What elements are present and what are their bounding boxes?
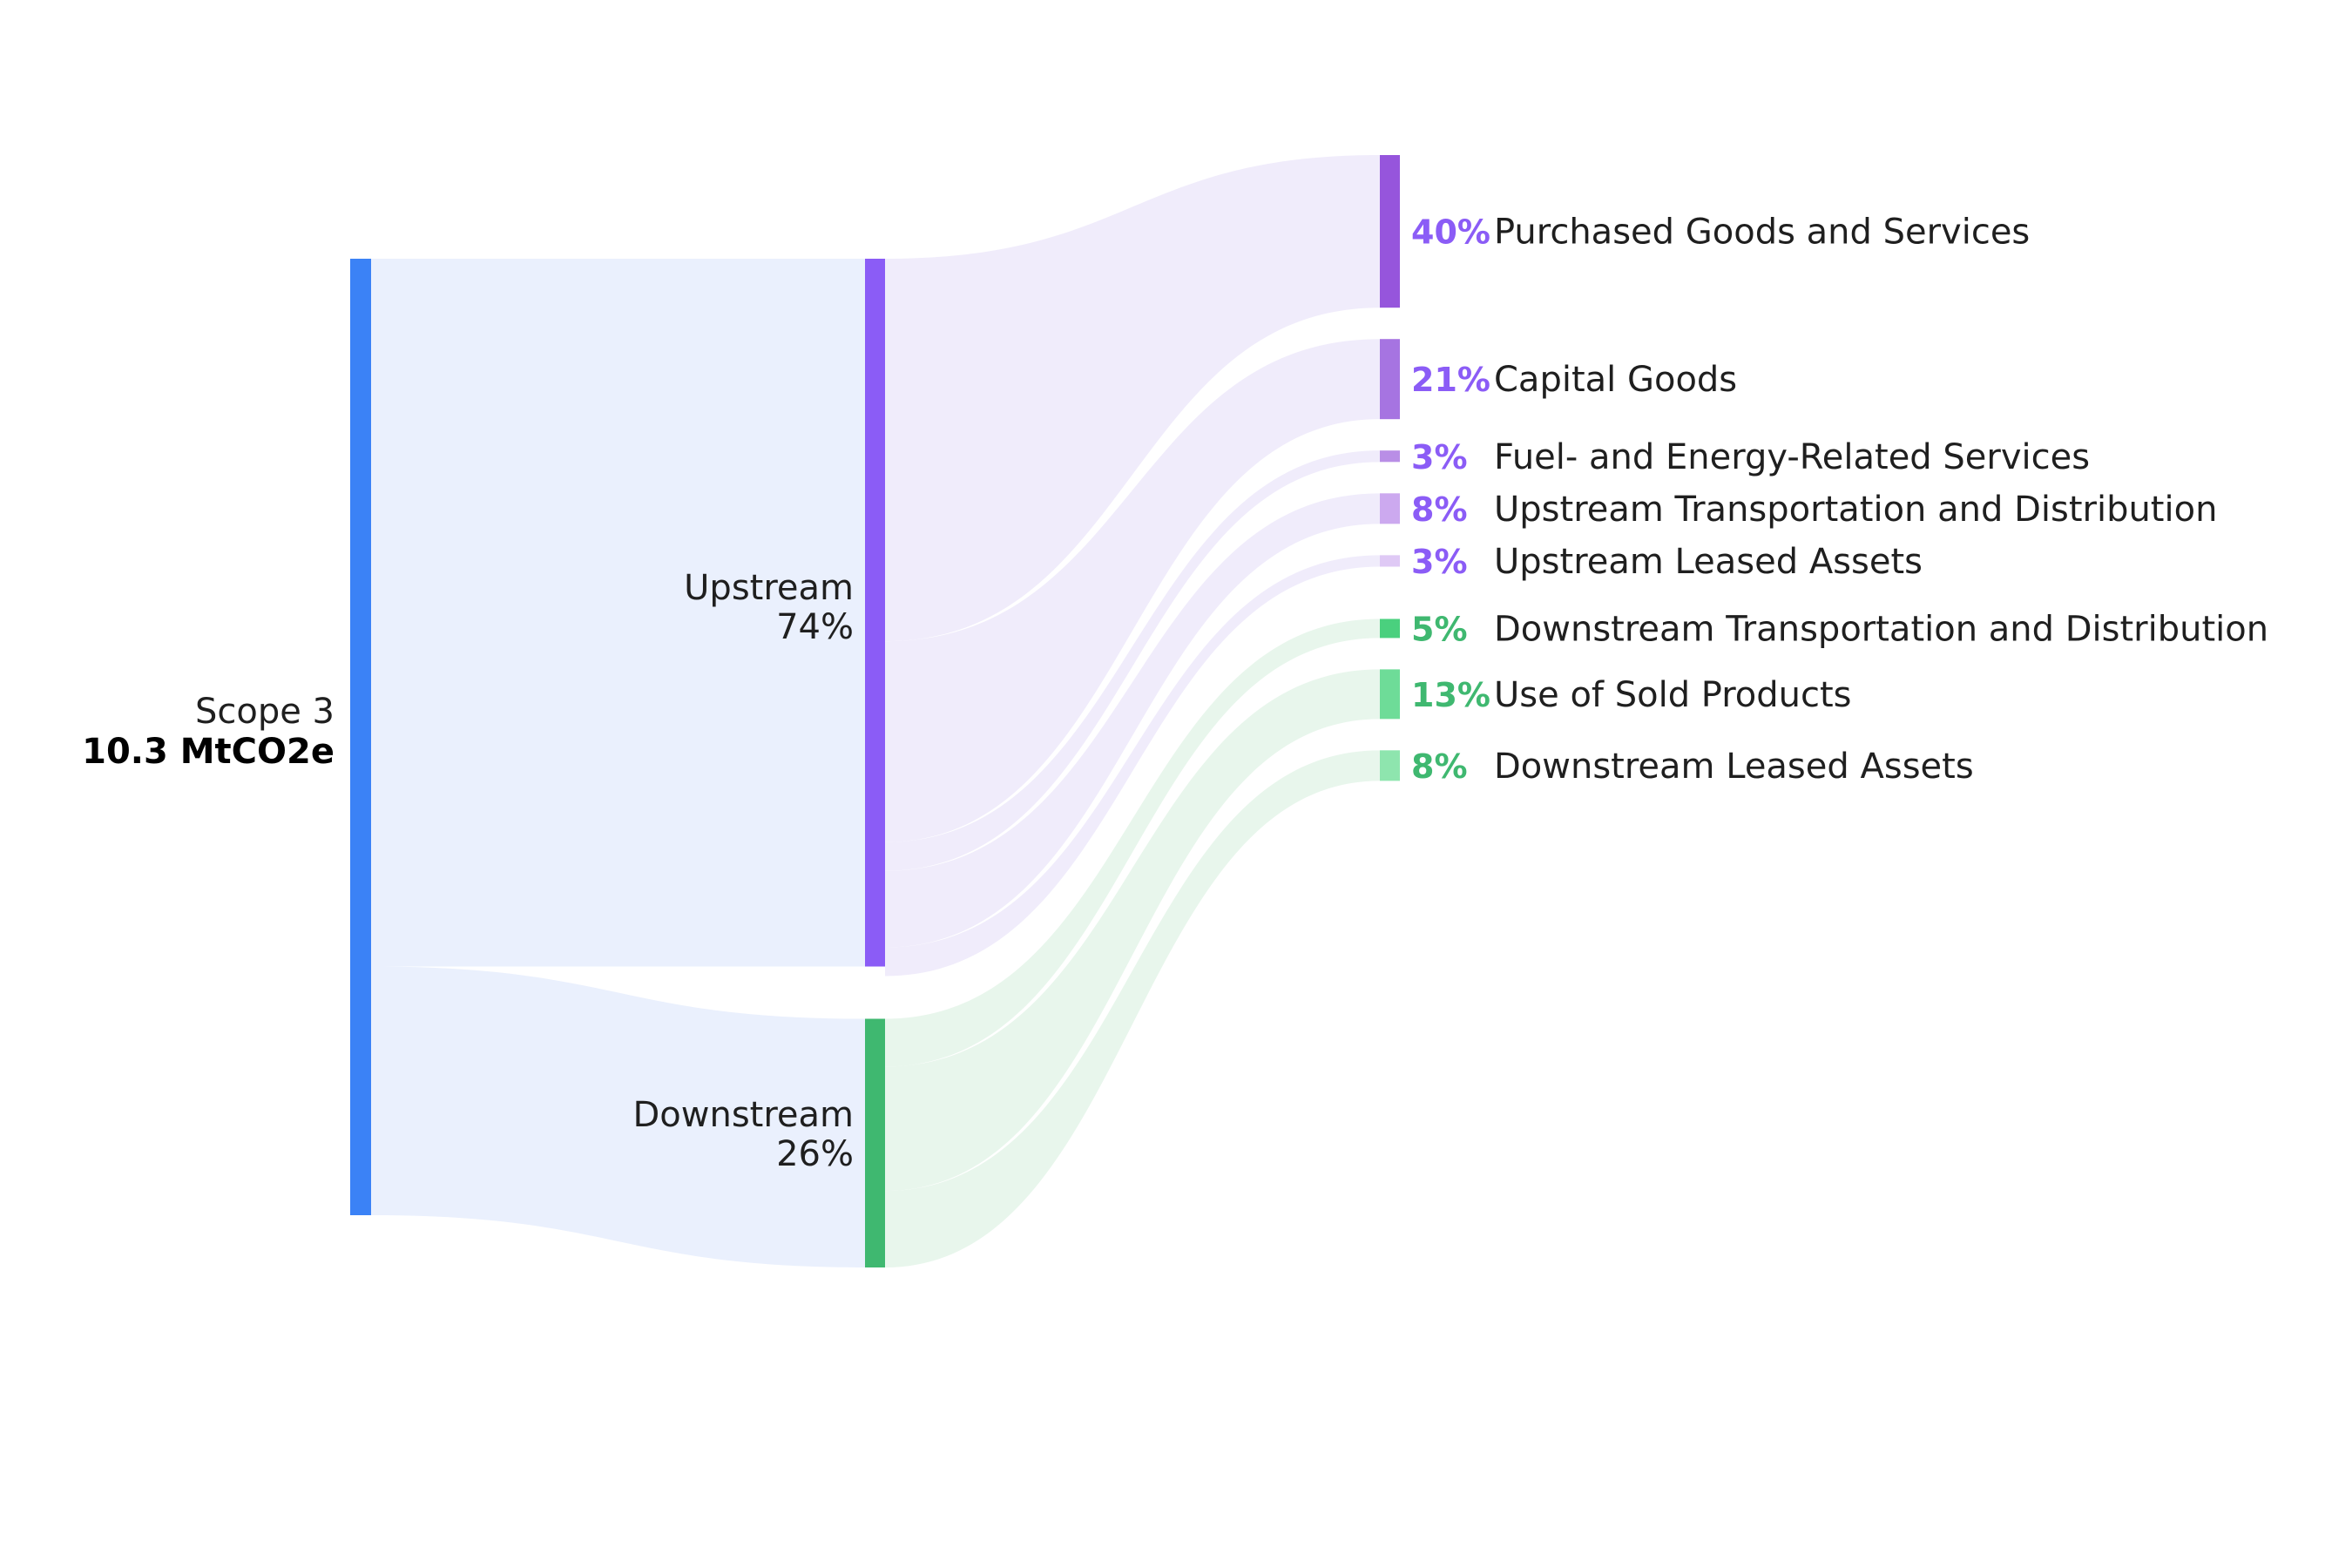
link-upstream-to-upstream-leased-assets [885,555,1380,977]
pct-label-capital-goods: 21% [1411,361,1490,399]
node-downstream-transportation-and-distribution [1380,618,1400,639]
upstream-pct: 74% [776,607,854,647]
link-scope-3-to-upstream [371,259,865,967]
node-capital-goods [1380,339,1400,420]
node-downstream-leased-assets [1380,750,1400,781]
link-downstream-to-downstream-transportation-and-distribution [885,618,1380,1067]
node-use-of-sold-products [1380,669,1400,720]
link-downstream-to-use-of-sold-products [885,669,1380,1192]
node-scope-3 [350,259,371,1215]
root-value-label: 10.3 MtCO2e [82,732,335,772]
category-label-fuel-and-energy-related-services: Fuel- and Energy-Related Services [1494,437,2090,477]
downstream-name: Downstream [632,1095,854,1135]
root-name: Scope 3 [195,692,335,732]
root-label: Scope 3 10.3 MtCO2e [82,692,335,772]
pct-label-downstream-transportation-and-distribution: 5% [1411,610,1468,648]
link-scope-3-to-downstream [371,966,865,1267]
node-purchased-goods-and-services [1380,155,1400,308]
node-upstream [865,259,885,967]
pct-label-use-of-sold-products: 13% [1411,676,1490,714]
downstream-label: Downstream 26% [632,1095,854,1174]
pct-label-purchased-goods-and-services: 40% [1411,213,1490,252]
category-label-upstream-leased-assets: Upstream Leased Assets [1494,542,1923,582]
link-upstream-to-upstream-transportation-and-distribution [885,493,1380,948]
category-label-use-of-sold-products: Use of Sold Products [1494,675,1852,715]
link-downstream-to-downstream-leased-assets [885,750,1380,1267]
pct-label-upstream-leased-assets: 3% [1411,543,1468,581]
upstream-name: Upstream [684,568,854,608]
sankey-links [371,155,1380,1267]
downstream-pct: 26% [776,1134,854,1174]
link-upstream-to-purchased-goods-and-services [885,155,1380,642]
node-upstream-leased-assets [1380,555,1400,567]
category-label-capital-goods: Capital Goods [1494,360,1737,400]
link-upstream-to-fuel-and-energy-related-services [885,450,1380,871]
category-label-purchased-goods-and-services: Purchased Goods and Services [1494,213,2030,253]
node-downstream [865,1018,885,1267]
link-upstream-to-capital-goods [885,339,1380,842]
category-label-downstream-leased-assets: Downstream Leased Assets [1494,747,1974,787]
pct-label-downstream-leased-assets: 8% [1411,747,1468,786]
category-label-upstream-transportation-and-distribution: Upstream Transportation and Distribution [1494,490,2217,530]
node-fuel-and-energy-related-services [1380,450,1400,463]
category-labels: 40% Purchased Goods and Services 21% Capita… [1411,213,2268,787]
upstream-label: Upstream 74% [684,568,854,647]
sankey-nodes [350,155,1400,1267]
pct-label-upstream-transportation-and-distribution: 8% [1411,490,1468,529]
pct-label-fuel-and-energy-related-services: 3% [1411,438,1468,476]
category-label-downstream-transportation-and-distribution: Downstream Transportation and Distributi… [1494,609,2268,649]
node-upstream-transportation-and-distribution [1380,493,1400,524]
